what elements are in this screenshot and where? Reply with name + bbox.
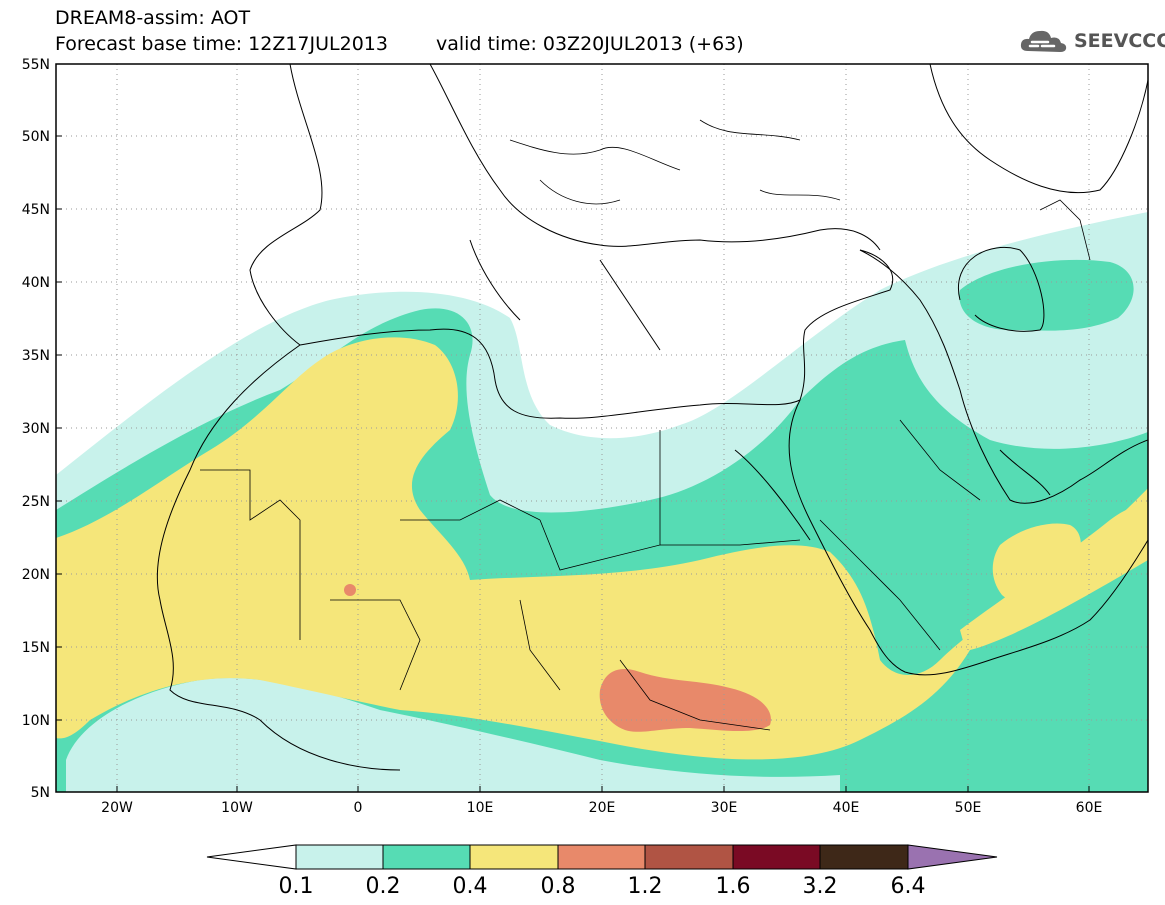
lon-label: 40E	[833, 800, 860, 816]
map-title: DREAM8-assim: AOT	[55, 7, 251, 29]
lon-label: 0	[354, 800, 363, 816]
cloud-logo-icon	[1020, 30, 1067, 52]
lat-labels: 55N 50N 45N 40N 35N 30N 25N 20N 15N 10N …	[22, 57, 50, 801]
legend-arrow-low	[206, 844, 297, 870]
legend-label: 3.2	[803, 874, 838, 899]
lat-label: 20N	[22, 567, 50, 583]
lon-labels: 20W 10W 0 10E 20E 30E 40E 50E 60E	[101, 800, 1102, 816]
lon-label: 50E	[955, 800, 982, 816]
lon-label: 30E	[711, 800, 738, 816]
aot-yellow-oman	[960, 505, 1148, 648]
lon-label: 10W	[221, 800, 253, 816]
aot-band-0-4	[56, 337, 1148, 760]
lon-label: 10E	[467, 800, 494, 816]
legend-swatch	[819, 844, 909, 870]
logo-text: SEEVCCC	[1074, 30, 1165, 52]
legend-label: 0.2	[366, 874, 401, 899]
aot-salmon-spot	[344, 584, 356, 596]
lat-label: 55N	[22, 57, 50, 73]
lon-label: 20W	[101, 800, 133, 816]
legend-swatch	[295, 844, 384, 870]
legend-swatch	[469, 844, 559, 870]
legend-label: 1.2	[628, 874, 663, 899]
legend-label: 0.4	[453, 874, 488, 899]
aot-light-patch-south	[66, 678, 840, 792]
forecast-base-time: Forecast base time: 12Z17JUL2013	[55, 33, 388, 55]
lon-label: 60E	[1076, 800, 1103, 816]
valid-time: valid time: 03Z20JUL2013 (+63)	[435, 33, 744, 55]
legend-swatch	[644, 844, 734, 870]
legend-arrow-high	[907, 844, 998, 870]
lon-label: 20E	[589, 800, 616, 816]
map-subtitle: Forecast base time: 12Z17JUL2013 valid ti…	[55, 33, 744, 55]
lat-label: 5N	[31, 785, 50, 801]
legend-label: 1.6	[716, 874, 751, 899]
lat-label: 30N	[22, 421, 50, 437]
legend-swatch	[557, 844, 646, 870]
aot-caspian-green	[959, 259, 1134, 331]
lat-label: 15N	[22, 640, 50, 656]
tick-marks	[56, 63, 1090, 792]
legend-label: 0.8	[541, 874, 576, 899]
legend-label: 6.4	[891, 874, 926, 899]
legend-swatch	[382, 844, 471, 870]
aot-map: 55N 50N 45N 40N 35N 30N 25N 20N 15N 10N …	[22, 57, 1149, 816]
legend-label: 0.1	[279, 874, 314, 899]
legend-swatch	[732, 844, 821, 870]
grid-lines	[56, 64, 1148, 792]
lat-label: 50N	[22, 129, 50, 145]
lat-label: 25N	[22, 494, 50, 510]
lat-label: 10N	[22, 713, 50, 729]
country-borders	[200, 119, 1091, 731]
coastlines	[156, 64, 1148, 771]
lat-label: 45N	[22, 202, 50, 218]
lat-label: 35N	[22, 348, 50, 364]
aot-band-0-8	[599, 669, 771, 732]
seevccc-logo: SEEVCCC	[1018, 26, 1165, 56]
lat-label: 40N	[22, 275, 50, 291]
